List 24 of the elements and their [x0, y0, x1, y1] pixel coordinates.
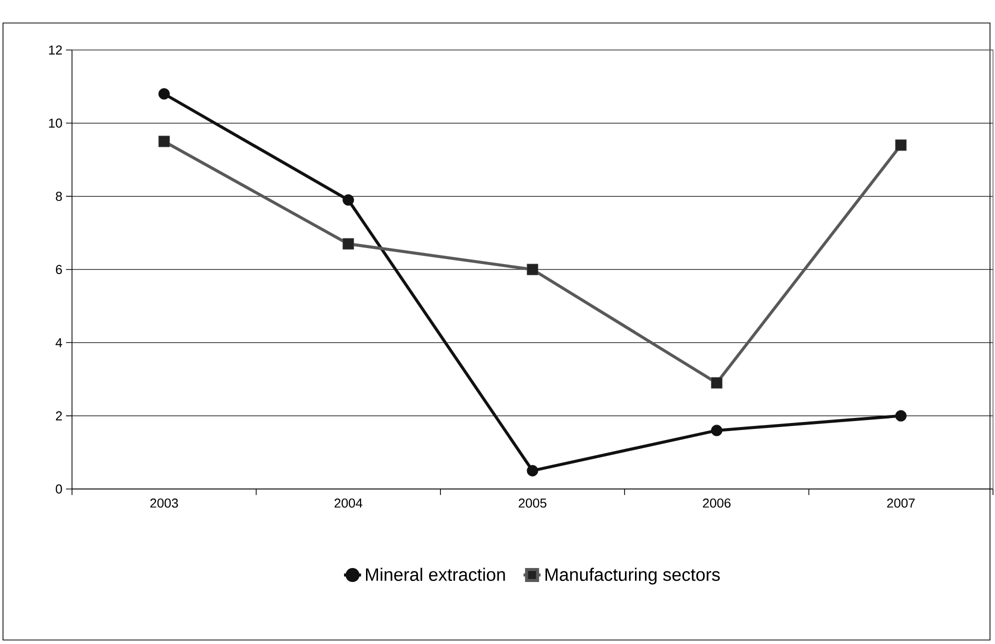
point [342, 194, 354, 206]
point [895, 410, 907, 422]
x-tick-label: 2005 [518, 498, 546, 508]
x-tick-label: 2003 [150, 498, 178, 508]
y-tick-label: 8 [56, 192, 62, 201]
legend-label: Manufacturing sectors [546, 568, 720, 585]
point [895, 139, 907, 151]
y-tick-label: 12 [49, 45, 62, 55]
point [711, 424, 722, 436]
point [526, 464, 538, 476]
x-tick-label: 2007 [887, 498, 915, 508]
y-tick-label: 6 [56, 264, 62, 274]
y-tick-label: 2 [56, 411, 62, 420]
x-tick-label: 2006 [702, 498, 731, 508]
y-tick-label: 4 [56, 338, 62, 348]
y-tick-label: 0 [56, 484, 62, 494]
point [526, 264, 538, 276]
point [711, 377, 722, 389]
y-tick-label: 10 [49, 118, 62, 128]
point [342, 238, 354, 250]
point [158, 88, 170, 100]
x-tick-label: 2004 [334, 498, 362, 508]
legend-label: Mineral extraction [366, 568, 505, 581]
point [158, 136, 170, 148]
